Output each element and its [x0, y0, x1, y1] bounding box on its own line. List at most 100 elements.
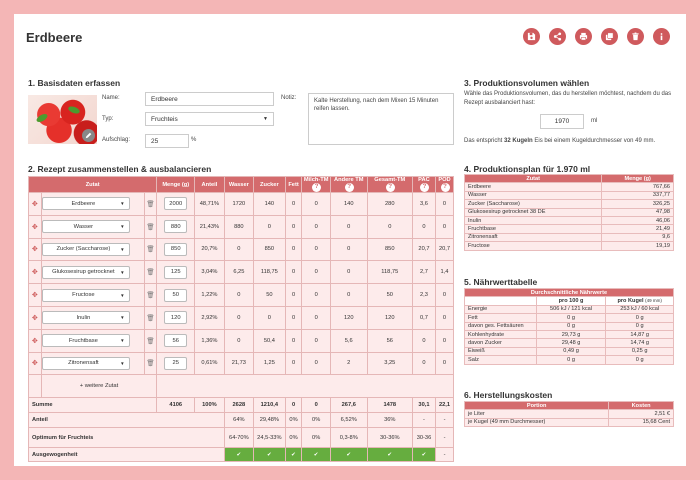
anteil-cell: 2,92% — [194, 305, 225, 330]
menge-cell: 50 — [156, 283, 196, 307]
add-ingredient-row: + weitere Zutat — [28, 374, 454, 399]
ingredient-select[interactable]: Fructose ▼ — [41, 288, 130, 302]
pac-cell: 0 — [411, 214, 437, 239]
drag-handle-icon[interactable]: ✥ — [28, 328, 42, 353]
trash-icon[interactable]: 🗑 — [143, 283, 158, 307]
nutrition-label: Salz — [464, 355, 537, 365]
optimum-pac: 30-36 — [411, 427, 437, 449]
chevron-down-icon: ▼ — [120, 338, 125, 344]
sum-pod: 22,1 — [435, 397, 454, 414]
volumen-input[interactable]: 1970 — [540, 114, 584, 129]
ingredient-cell: Fructose ▼ — [40, 283, 145, 307]
gesamt-tm-cell: 56 — [366, 328, 413, 353]
menge-input[interactable]: 850 — [164, 242, 188, 256]
nutrition-label: Fett — [464, 313, 537, 323]
ingredient-cell: Wasser ▼ — [40, 214, 145, 239]
edit-image-button[interactable] — [82, 129, 95, 142]
plan-zutat: Fruchtbase — [463, 224, 603, 234]
copy-button[interactable] — [601, 28, 618, 45]
help-icon[interactable]: ? — [440, 183, 450, 192]
nutrition-per-100g: 506 kJ / 121 kcal — [535, 304, 607, 315]
save-button[interactable] — [523, 28, 540, 45]
ingredient-select[interactable]: Fruchtbase ▼ — [41, 334, 130, 348]
menge-input[interactable]: 56 — [164, 334, 188, 348]
pac-cell: 2,3 — [411, 283, 437, 307]
menge-cell: 25 — [156, 351, 196, 376]
menge-input[interactable]: 125 — [164, 265, 188, 279]
help-icon[interactable]: ? — [312, 183, 322, 192]
name-label: Name: — [102, 95, 120, 101]
section-title-plan: 4. Produktionsplan für 1.970 ml — [464, 164, 591, 174]
anteil-cell: 1,22% — [194, 283, 225, 307]
trash-icon[interactable]: 🗑 — [143, 192, 158, 216]
check-icon: ✔ — [366, 447, 413, 463]
anteil-cell: 3,04% — [194, 260, 225, 285]
wasser-cell: 21,73 — [223, 351, 255, 376]
chevron-down-icon: ▼ — [120, 201, 125, 207]
check-icon: ✔ — [253, 447, 286, 463]
drag-handle-icon[interactable]: ✥ — [28, 260, 42, 285]
typ-select[interactable]: Fruchteis ▼ — [145, 112, 274, 126]
ingredient-select[interactable]: Wasser ▼ — [41, 220, 130, 234]
drag-handle-icon[interactable]: ✥ — [28, 305, 42, 330]
drag-handle-icon[interactable]: ✥ — [28, 351, 42, 376]
menge-input[interactable]: 120 — [164, 311, 188, 325]
trash-icon[interactable]: 🗑 — [143, 260, 158, 285]
pod-cell: 0 — [435, 214, 454, 239]
ingredient-select[interactable]: Zitronensaft ▼ — [41, 356, 130, 370]
anteil-andere: 6,52% — [329, 412, 368, 429]
cost-value: 15,68 Cent — [608, 417, 674, 428]
ingredient-cell: Zucker (Saccharose) ▼ — [40, 237, 145, 262]
wasser-cell: 0 — [223, 328, 255, 353]
ingredient-select[interactable]: Glukosesirup getrocknet ▼ — [41, 265, 130, 279]
menge-input[interactable]: 25 — [164, 356, 188, 370]
name-input[interactable]: Erdbeere — [145, 92, 274, 106]
ingredient-cell: Inulin ▼ — [40, 305, 145, 330]
drag-handle-icon[interactable]: ✥ — [28, 214, 42, 239]
zucker-cell: 1,25 — [253, 351, 286, 376]
add-ingredient-link[interactable]: + weitere Zutat — [40, 374, 158, 399]
col-zutat: Zutat — [27, 176, 158, 193]
zucker-cell: 118,75 — [253, 260, 286, 285]
trash-icon[interactable]: 🗑 — [143, 328, 158, 353]
drag-handle-icon[interactable]: ✥ — [28, 192, 42, 216]
optimum-label: Optimum für Fruchteis — [28, 427, 225, 449]
andere-tm-cell: 0 — [329, 237, 368, 262]
trash-icon[interactable]: 🗑 — [143, 237, 158, 262]
help-icon[interactable]: ? — [344, 183, 354, 192]
print-button[interactable] — [575, 28, 592, 45]
section-title-rezept: 2. Rezept zusammenstellen & ausbalancier… — [28, 164, 212, 174]
pac-cell: 2,7 — [411, 260, 437, 285]
trash-icon[interactable]: 🗑 — [143, 214, 158, 239]
ingredient-select[interactable]: Zucker (Saccharose) ▼ — [41, 242, 130, 256]
milch-tm-cell: 0 — [301, 351, 331, 376]
menge-input[interactable]: 2000 — [164, 197, 188, 211]
trash-icon[interactable]: 🗑 — [143, 305, 158, 330]
plan-menge: 21,49 — [601, 224, 674, 234]
check-icon: ✔ — [223, 447, 255, 463]
plan-menge: 9,6 — [601, 232, 674, 243]
aufschlag-input[interactable]: 25 — [145, 134, 189, 148]
drag-handle-icon[interactable]: ✥ — [28, 283, 42, 307]
ingredient-select[interactable]: Erdbeere ▼ — [41, 197, 130, 211]
pac-cell: 0,7 — [411, 305, 437, 330]
menge-input[interactable]: 50 — [164, 288, 188, 302]
pod-cell: 0 — [435, 328, 454, 353]
recipe-row: ✥ Zitronensaft ▼ 🗑 25 0,61% 21,73 1,25 0 0 2 3,25 0 0 — [28, 351, 454, 376]
trash-icon[interactable]: 🗑 — [143, 351, 158, 376]
menge-input[interactable]: 880 — [164, 220, 188, 234]
andere-tm-cell: 2 — [329, 351, 368, 376]
col-pod-label: POD — [438, 177, 451, 183]
fett-cell: 0 — [284, 192, 303, 216]
drag-handle-icon[interactable]: ✥ — [28, 237, 42, 262]
info-button[interactable] — [653, 28, 670, 45]
ingredient-select[interactable]: Inulin ▼ — [41, 311, 130, 325]
share-button[interactable] — [549, 28, 566, 45]
help-icon[interactable]: ? — [419, 183, 429, 192]
help-icon[interactable]: ? — [385, 183, 395, 192]
col-andere-tm: Andere TM? — [329, 176, 368, 193]
delete-button[interactable] — [627, 28, 644, 45]
notiz-textarea[interactable]: Kalte Herstellung, nach dem Mixen 15 Min… — [308, 93, 454, 145]
optimum-pod: - — [435, 427, 454, 449]
ingredient-name: Zucker (Saccharose) — [56, 246, 111, 253]
